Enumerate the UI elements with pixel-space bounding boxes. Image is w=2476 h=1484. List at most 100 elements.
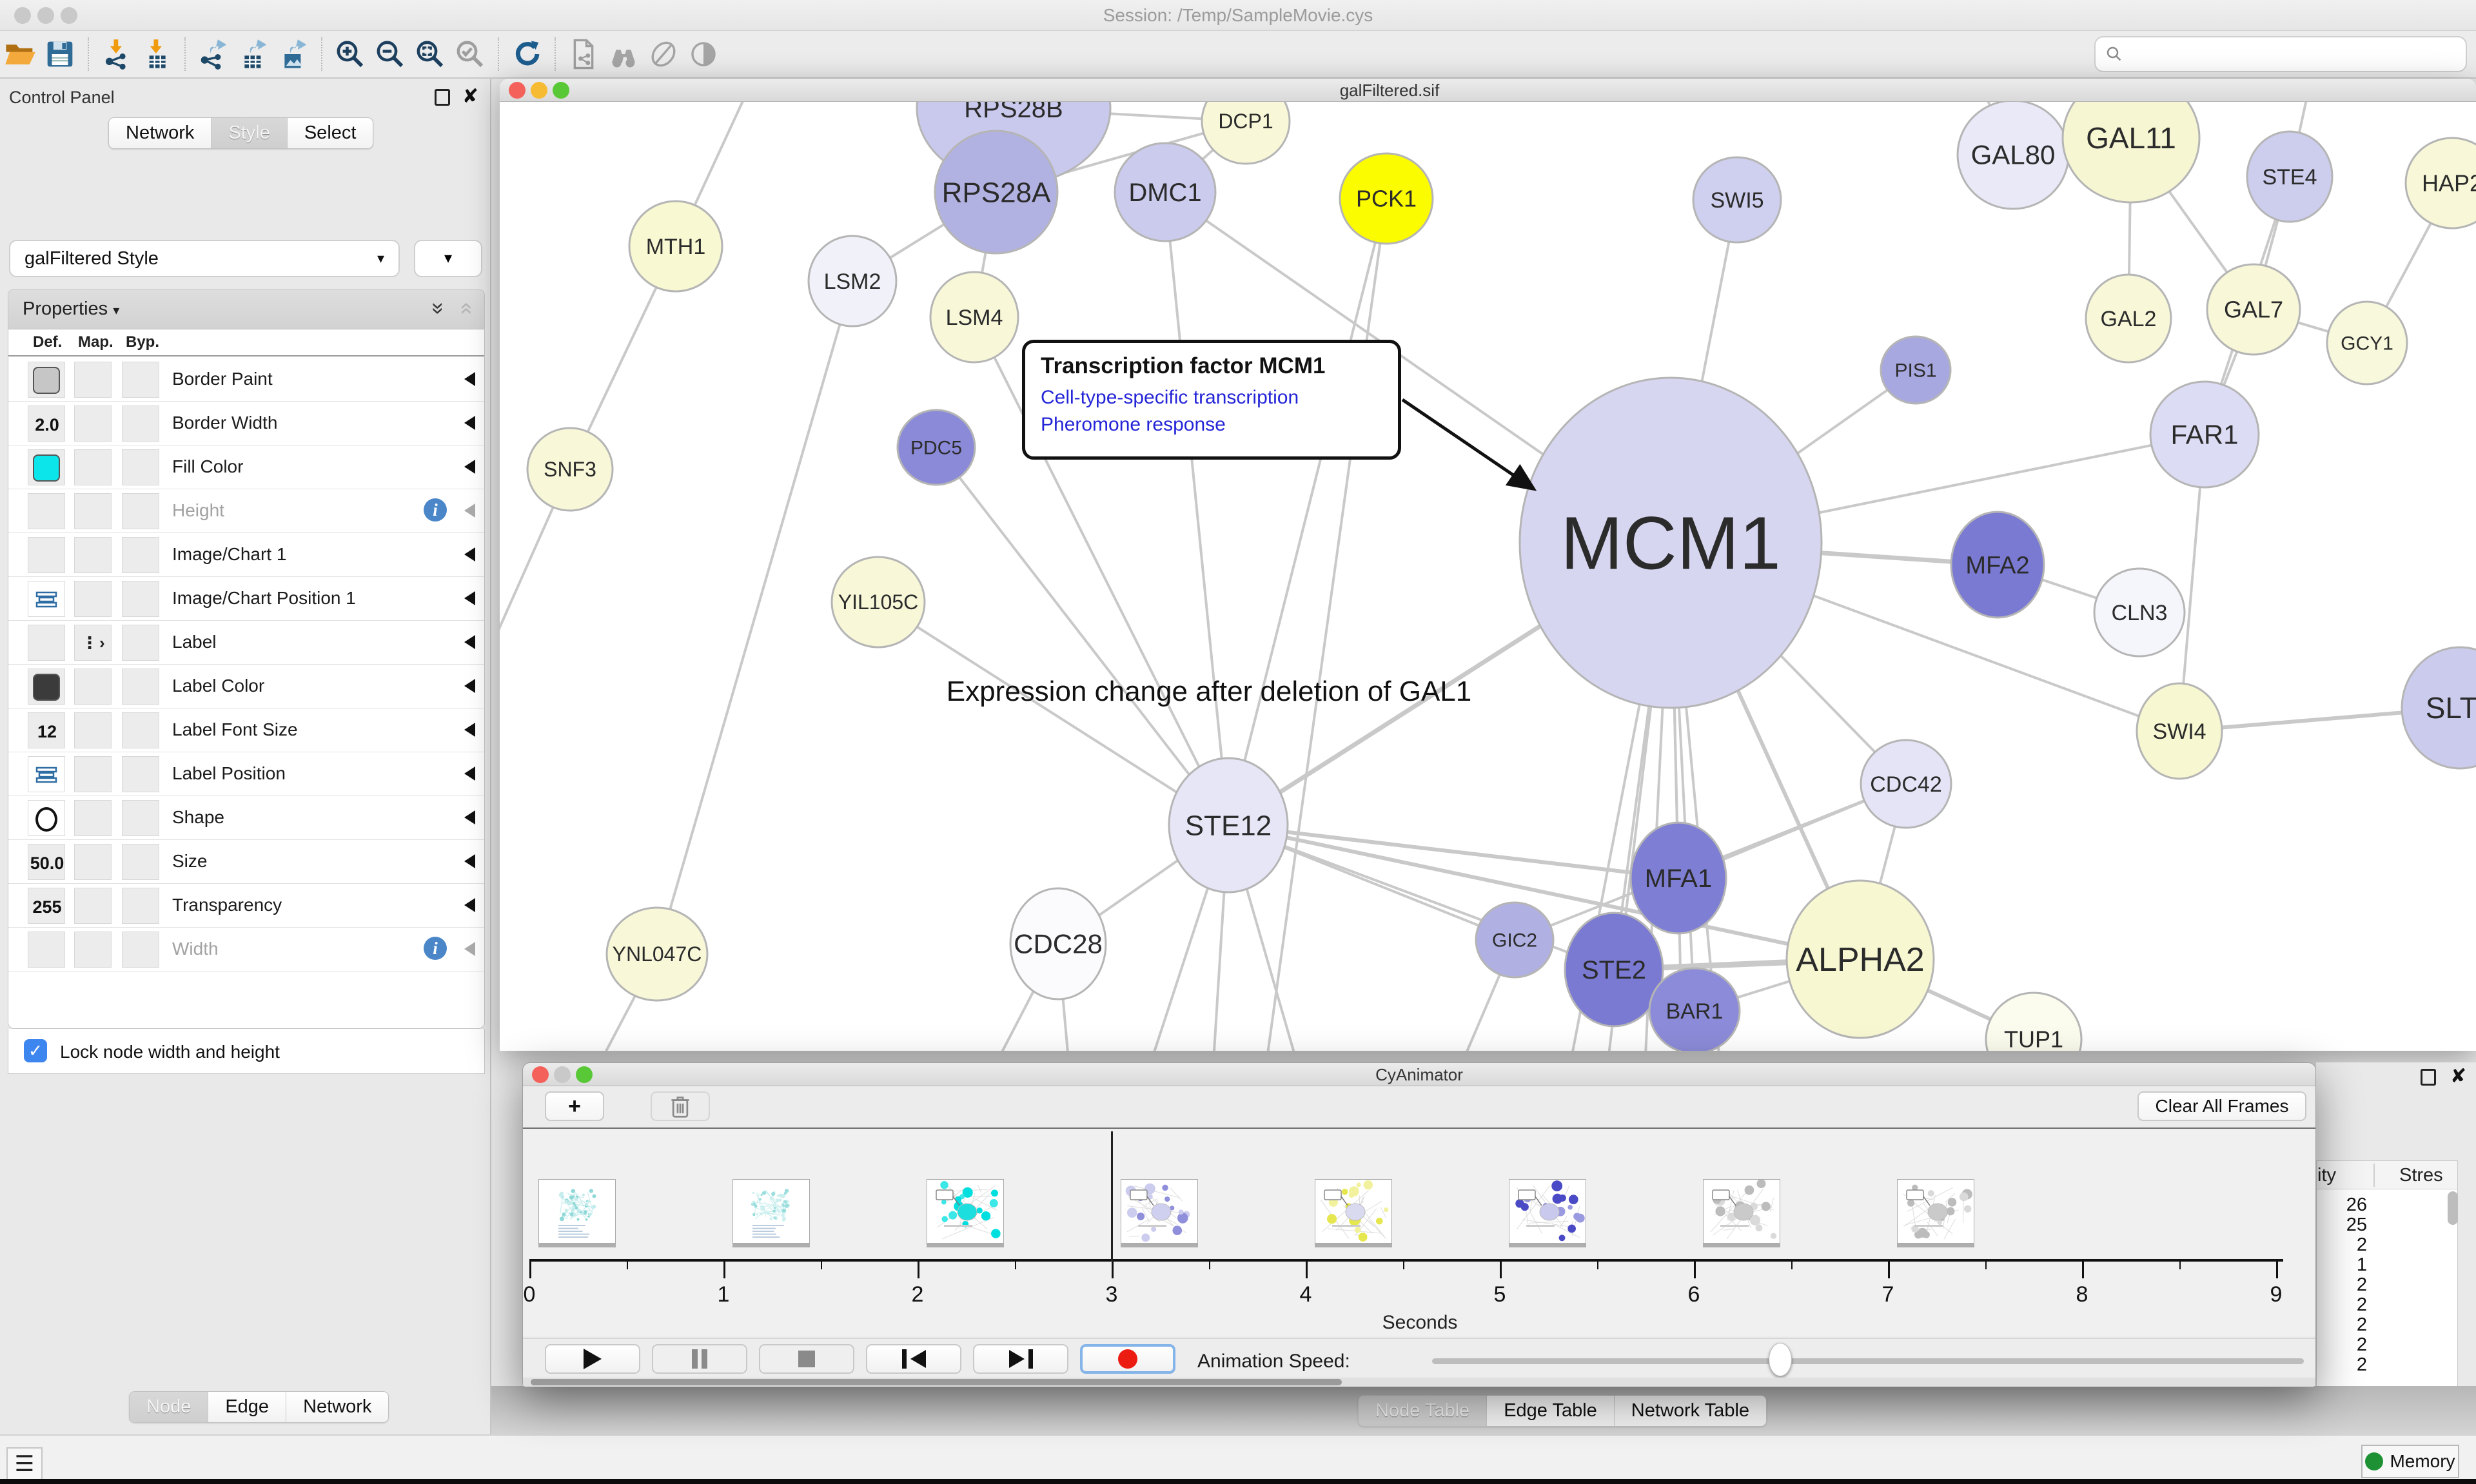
collapse-arrow-icon[interactable] (464, 635, 475, 649)
property-cell[interactable] (28, 669, 65, 705)
zoom-traffic-light[interactable] (553, 82, 569, 99)
import-table-icon[interactable] (137, 35, 177, 73)
property-row-width[interactable]: Widthi (8, 928, 484, 971)
timeline-frame-thumbnail[interactable] (1315, 1179, 1392, 1244)
network-node-cln3[interactable]: CLN3 (2094, 569, 2185, 656)
expand-all-icon[interactable]: » (426, 302, 451, 315)
zoom-fit-icon[interactable] (410, 35, 450, 73)
collapse-all-icon[interactable]: » (453, 302, 478, 315)
property-cell[interactable] (74, 888, 112, 924)
cyanimator-timeline[interactable]: 0123456789 Seconds (523, 1129, 2315, 1336)
network-edge[interactable] (1228, 199, 1386, 825)
network-node-far1[interactable]: FAR1 (2150, 382, 2259, 487)
network-node-cdc42[interactable]: CDC42 (1861, 740, 1951, 828)
zoom-in-icon[interactable] (330, 35, 370, 73)
network-node-swi5[interactable]: SWI5 (1693, 157, 1781, 242)
search-field[interactable] (2094, 36, 2467, 72)
property-row-size[interactable]: 50.0Size (8, 840, 484, 884)
pause-button[interactable] (652, 1344, 747, 1374)
network-node-dcp1[interactable]: DCP1 (1202, 102, 1290, 164)
task-history-button[interactable]: ☰ (6, 1447, 43, 1481)
table-row[interactable]: 25 (2317, 1215, 2367, 1236)
network-node-gal80[interactable]: GAL80 (1958, 102, 2068, 209)
network-node-mcm1[interactable]: MCM1 (1520, 378, 1822, 708)
collapse-arrow-icon[interactable] (464, 460, 475, 474)
table-row[interactable]: 2 (2317, 1354, 2367, 1376)
mcm1-annotation[interactable]: Transcription factor MCM1 Cell-type-spec… (1022, 340, 1401, 460)
network-node-slt2[interactable]: SLT2 (2402, 647, 2476, 768)
collapse-arrow-icon[interactable] (464, 591, 475, 605)
timeline-scrollbar-thumb[interactable] (531, 1379, 1342, 1385)
discrete-mapping-icon[interactable]: ⋮› (81, 633, 106, 653)
network-node-dmc1[interactable]: DMC1 (1115, 143, 1215, 241)
timeline-frame-thumbnail[interactable] (1703, 1179, 1780, 1244)
network-node-rps28a[interactable]: RPS28A (935, 131, 1057, 253)
property-cell[interactable] (74, 800, 112, 836)
network-node-ynl047c[interactable]: YNL047C (607, 908, 707, 1001)
property-cell[interactable]: ⋮› (74, 625, 112, 661)
property-row-border-paint[interactable]: Border Paint (8, 358, 484, 402)
network-node-bar1[interactable]: BAR1 (1649, 968, 1740, 1051)
property-cell[interactable] (74, 844, 112, 880)
property-cell[interactable] (122, 537, 159, 573)
network-node-gal11[interactable]: GAL11 (2063, 102, 2199, 202)
network-node-snf3[interactable]: SNF3 (527, 428, 613, 511)
info-icon[interactable]: i (424, 498, 447, 522)
collapse-arrow-icon[interactable] (464, 942, 475, 956)
property-cell[interactable] (122, 800, 159, 836)
collapse-arrow-icon[interactable] (464, 898, 475, 912)
property-cell[interactable] (74, 449, 112, 485)
property-cell[interactable]: 255 (28, 888, 65, 924)
delete-frame-button[interactable] (651, 1091, 710, 1121)
float-panel-icon[interactable] (435, 89, 450, 106)
network-node-swi4[interactable]: SWI4 (2137, 683, 2222, 779)
network-node-hap2[interactable]: HAP2 (2406, 138, 2476, 228)
open-folder-icon[interactable] (0, 35, 40, 73)
timeline-scrollbar[interactable] (523, 1378, 2315, 1387)
collapse-arrow-icon[interactable] (464, 854, 475, 868)
property-cell[interactable] (122, 844, 159, 880)
network-node-gal2[interactable]: GAL2 (2086, 275, 2171, 362)
tab-node-table[interactable]: Node Table (1359, 1396, 1486, 1426)
minimize-traffic-light[interactable] (531, 82, 547, 99)
network-node-pis1[interactable]: PIS1 (1881, 337, 1950, 404)
network-node-gic2[interactable]: GIC2 (1476, 903, 1553, 977)
property-cell[interactable] (122, 362, 159, 398)
collapse-arrow-icon[interactable] (464, 416, 475, 430)
property-cell[interactable] (28, 932, 65, 968)
export-image-icon[interactable] (273, 35, 313, 73)
cyanimator-titlebar[interactable]: CyAnimator (523, 1063, 2315, 1086)
network-node-cdc28[interactable]: CDC28 (1010, 888, 1106, 999)
timeline-frame-thumbnail[interactable] (732, 1179, 810, 1244)
timeline-frame-thumbnail[interactable] (538, 1179, 616, 1244)
skip-to-end-button[interactable] (973, 1344, 1068, 1374)
network-node-gal7[interactable]: GAL7 (2207, 264, 2300, 355)
table-row[interactable]: 2 (2317, 1334, 2367, 1356)
property-cell[interactable] (74, 932, 112, 968)
tab-network[interactable]: Network (286, 1392, 388, 1422)
tab-network-table[interactable]: Network Table (1614, 1396, 1766, 1426)
float-panel-icon[interactable] (2421, 1069, 2436, 1086)
property-cell[interactable] (28, 625, 65, 661)
import-network-icon[interactable] (97, 35, 137, 73)
collapse-arrow-icon[interactable] (464, 723, 475, 737)
collapse-arrow-icon[interactable] (464, 503, 475, 518)
lock-size-checkbox[interactable]: ✓ (24, 1039, 47, 1062)
property-cell[interactable] (74, 493, 112, 529)
clear-all-frames-button[interactable]: Clear All Frames (2137, 1091, 2306, 1121)
table-row[interactable]: 2 (2317, 1235, 2367, 1256)
property-row-shape[interactable]: Shape (8, 796, 484, 840)
network-node-gcy1[interactable]: GCY1 (2327, 302, 2407, 384)
property-cell[interactable]: 12 (28, 712, 65, 748)
network-edge[interactable] (878, 602, 1228, 825)
network-node-pck1[interactable]: PCK1 (1340, 153, 1433, 244)
color-swatch[interactable] (33, 367, 60, 394)
collapse-arrow-icon[interactable] (464, 547, 475, 561)
tab-node[interactable]: Node (130, 1392, 208, 1422)
open-network-file-icon[interactable] (564, 35, 604, 73)
property-cell[interactable] (122, 669, 159, 705)
network-node-tup1[interactable]: TUP1 (1986, 993, 2081, 1051)
network-node-ste12[interactable]: STE12 (1169, 758, 1288, 892)
property-cell[interactable] (28, 493, 65, 529)
memory-button[interactable]: Memory (2361, 1445, 2459, 1478)
